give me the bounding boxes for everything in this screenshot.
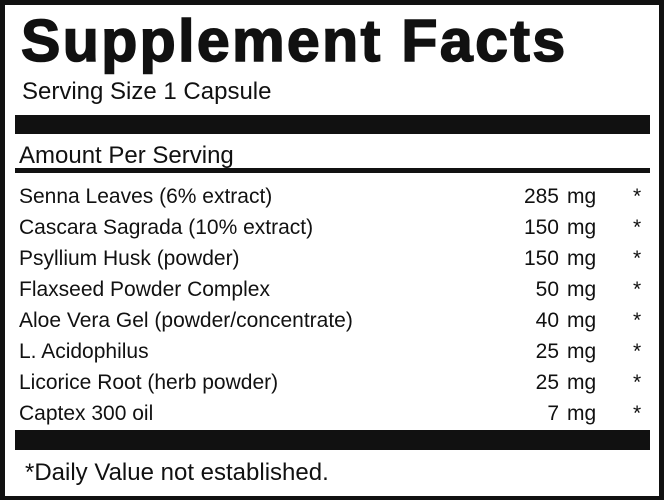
ingredient-amount: 150 (523, 216, 559, 239)
daily-value-marker: * (633, 340, 642, 363)
ingredient-name: Licorice Root (herb powder) (19, 371, 279, 394)
daily-value-marker: * (633, 247, 642, 270)
thin-divider (15, 168, 650, 173)
daily-value-marker: * (633, 216, 642, 239)
ingredient-row: Licorice Root (herb powder) 25 mg * (19, 367, 649, 398)
ingredient-name: Aloe Vera Gel (powder/concentrate) (19, 309, 353, 332)
ingredient-row: Psyllium Husk (powder) 150 mg * (19, 243, 649, 274)
ingredient-amount: 150 (523, 247, 559, 270)
daily-value-marker: * (633, 402, 642, 425)
ingredient-amount: 285 (523, 185, 559, 208)
thick-divider-top (15, 115, 650, 134)
ingredient-unit: mg (567, 309, 597, 332)
ingredient-amount: 25 (535, 371, 559, 394)
ingredient-row: Flaxseed Powder Complex 50 mg * (19, 274, 649, 305)
ingredient-row: Aloe Vera Gel (powder/concentrate) 40 mg * (19, 305, 649, 336)
ingredient-amount: 7 (547, 402, 559, 425)
ingredient-list: Senna Leaves (6% extract) 285 mg * Cascara S… (19, 181, 649, 429)
daily-value-marker: * (633, 278, 642, 301)
ingredient-amount: 50 (535, 278, 559, 301)
thick-divider-bottom (15, 430, 650, 450)
ingredient-name: Cascara Sagrada (10% extract) (19, 216, 314, 239)
ingredient-name: Senna Leaves (6% extract) (19, 185, 273, 208)
ingredient-unit: mg (567, 402, 597, 425)
daily-value-marker: * (633, 309, 642, 332)
ingredient-name: Flaxseed Powder Complex (19, 278, 270, 301)
ingredient-unit: mg (567, 247, 597, 270)
footnote: *Daily Value not established. (25, 459, 329, 486)
ingredient-name: Psyllium Husk (powder) (19, 247, 240, 270)
label-title: Supplement Facts (20, 7, 568, 75)
ingredient-row: Captex 300 oil 7 mg * (19, 398, 649, 429)
ingredient-row: Cascara Sagrada (10% extract) 150 mg * (19, 212, 649, 243)
ingredient-row: L. Acidophilus 25 mg * (19, 336, 649, 367)
ingredient-unit: mg (567, 371, 597, 394)
daily-value-marker: * (633, 371, 642, 394)
ingredient-unit: mg (567, 278, 597, 301)
ingredient-name: L. Acidophilus (19, 340, 149, 363)
ingredient-name: Captex 300 oil (19, 402, 154, 425)
serving-size: Serving Size 1 Capsule (22, 78, 272, 105)
ingredient-unit: mg (567, 340, 597, 363)
ingredient-amount: 25 (535, 340, 559, 363)
daily-value-marker: * (633, 185, 642, 208)
ingredient-row: Senna Leaves (6% extract) 285 mg * (19, 181, 649, 212)
ingredient-unit: mg (567, 185, 597, 208)
amount-per-serving-header: Amount Per Serving (19, 142, 234, 169)
ingredient-amount: 40 (535, 309, 559, 332)
ingredient-unit: mg (567, 216, 597, 239)
